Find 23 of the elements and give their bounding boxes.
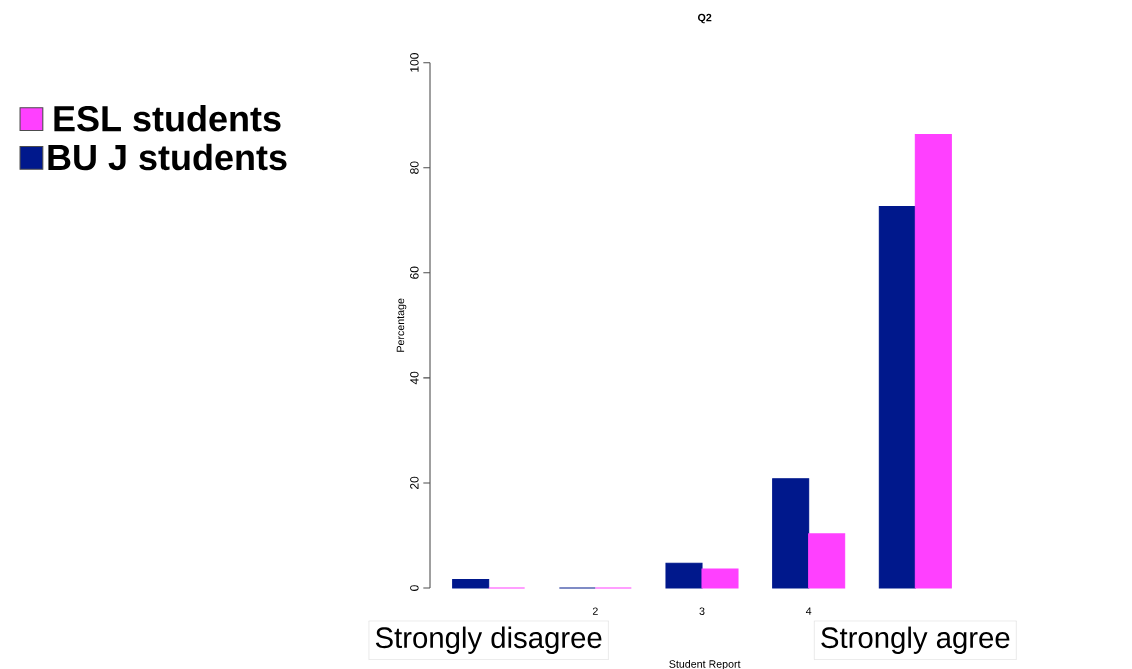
y-tick-label: 60 (410, 266, 419, 279)
bar (452, 579, 490, 589)
x-tick-label: 3 (699, 607, 705, 615)
legend-label: BU J students (48, 143, 287, 171)
bar (808, 533, 846, 589)
y-tick-label: 80 (410, 161, 419, 174)
bar (914, 134, 952, 589)
legend-label: ESL students (54, 105, 281, 132)
y-axis-title: Percentage (396, 298, 407, 352)
x-tick-label: 2 (592, 607, 598, 615)
bar (772, 478, 810, 589)
y-tick-label: 40 (410, 371, 419, 385)
x-tick-label: 4 (805, 607, 812, 615)
y-tick-label: 20 (410, 476, 419, 489)
y-tick-label: 100 (410, 53, 419, 72)
bar (701, 568, 739, 589)
bar (665, 562, 703, 589)
y-tick-label: 0 (410, 585, 419, 591)
x-tick-label: Strongly agree (821, 626, 1010, 654)
x-tick-label: Strongly disagree (375, 626, 602, 654)
bar (878, 206, 916, 589)
x-axis-title: Student Report (669, 659, 741, 669)
chart-title: Q2 (697, 13, 712, 24)
